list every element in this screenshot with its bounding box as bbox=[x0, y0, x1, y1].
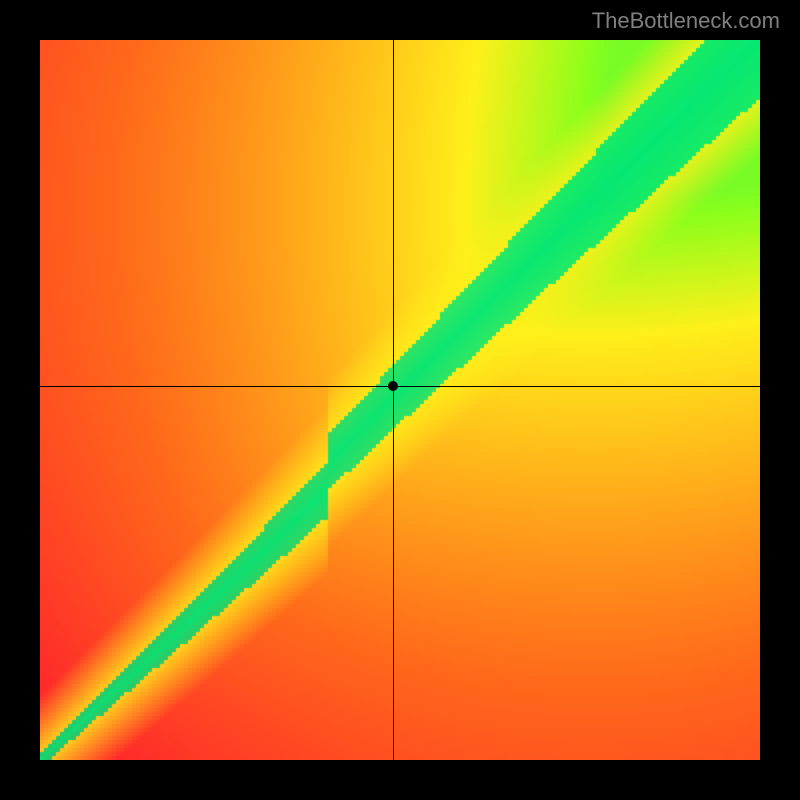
watermark-text: TheBottleneck.com bbox=[592, 8, 780, 34]
heatmap-canvas bbox=[40, 40, 760, 760]
crosshair-horizontal bbox=[40, 386, 760, 387]
crosshair-vertical bbox=[393, 40, 394, 760]
bottleneck-heatmap bbox=[40, 40, 760, 760]
data-point-marker bbox=[388, 381, 398, 391]
